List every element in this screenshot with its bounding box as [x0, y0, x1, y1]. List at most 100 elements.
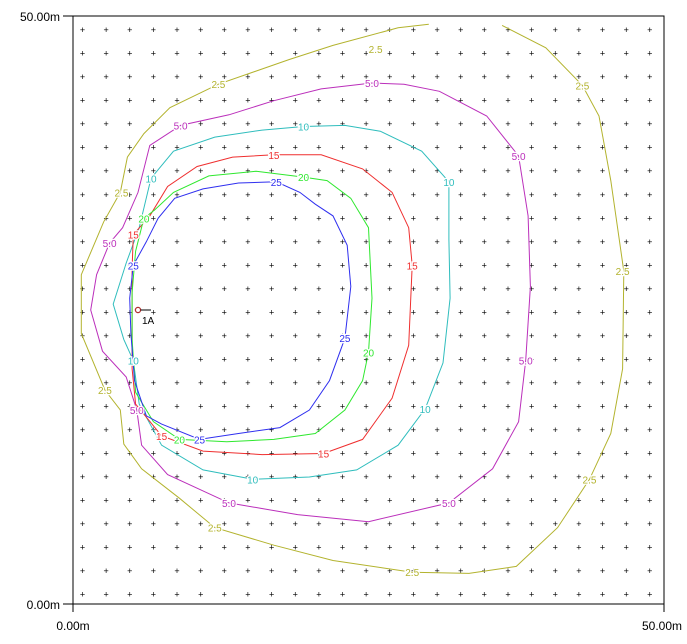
grid-mark: + — [198, 354, 203, 364]
grid-mark: + — [600, 72, 605, 82]
grid-mark: + — [505, 354, 510, 364]
grid-mark: + — [103, 496, 108, 506]
contour-lines — [80, 23, 625, 574]
grid-mark: + — [553, 401, 558, 411]
grid-mark: + — [434, 260, 439, 270]
contour-line-25 — [129, 181, 352, 440]
contour-line-10 — [112, 124, 451, 480]
grid-mark: + — [151, 590, 156, 600]
grid-mark: + — [624, 354, 629, 364]
grid-mark: + — [269, 496, 274, 506]
grid-mark: + — [529, 449, 534, 459]
grid-mark: + — [482, 166, 487, 176]
grid-mark: + — [600, 166, 605, 176]
contour-label-10: 10 — [145, 174, 157, 185]
grid-mark: + — [80, 213, 85, 223]
grid-mark: + — [600, 237, 605, 247]
x-axis-label-left: 0.00m — [56, 619, 89, 633]
grid-mark: + — [269, 519, 274, 529]
grid-mark: + — [624, 72, 629, 82]
grid-mark: + — [647, 72, 652, 82]
grid-mark: + — [340, 543, 345, 553]
grid-mark: + — [340, 213, 345, 223]
grid-mark: + — [434, 237, 439, 247]
contour-label-2.5: 2.5 — [208, 524, 222, 535]
grid-mark: + — [458, 307, 463, 317]
contour-label-10: 10 — [298, 123, 310, 134]
grid-mark: + — [127, 425, 132, 435]
grid-mark: + — [340, 496, 345, 506]
grid-mark: + — [624, 213, 629, 223]
grid-mark: + — [458, 354, 463, 364]
grid-mark: + — [151, 72, 156, 82]
grid-mark: + — [505, 472, 510, 482]
grid-mark: + — [151, 354, 156, 364]
grid-mark: + — [411, 590, 416, 600]
grid-mark: + — [174, 307, 179, 317]
grid-mark: + — [553, 237, 558, 247]
grid-mark: + — [198, 401, 203, 411]
grid-mark: + — [624, 425, 629, 435]
grid-mark: + — [482, 354, 487, 364]
grid-mark: + — [624, 331, 629, 341]
grid-mark: + — [269, 472, 274, 482]
grid-mark: + — [80, 49, 85, 59]
grid-mark: + — [576, 166, 581, 176]
grid-mark: + — [174, 566, 179, 576]
grid-mark: + — [293, 449, 298, 459]
grid-mark: + — [387, 237, 392, 247]
grid-mark: + — [505, 449, 510, 459]
grid-mark: + — [269, 566, 274, 576]
grid-mark: + — [576, 25, 581, 35]
grid-mark: + — [576, 96, 581, 106]
contour-label-2.5: 2.5 — [115, 188, 129, 199]
grid-mark: + — [529, 472, 534, 482]
grid-mark: + — [624, 566, 629, 576]
grid-mark: + — [245, 590, 250, 600]
grid-mark: + — [647, 307, 652, 317]
grid-mark: + — [103, 49, 108, 59]
grid-mark: + — [174, 213, 179, 223]
grid-mark: + — [482, 378, 487, 388]
grid-mark: + — [151, 190, 156, 200]
grid-mark: + — [600, 378, 605, 388]
grid-mark: + — [553, 96, 558, 106]
grid-mark: + — [103, 590, 108, 600]
grid-mark: + — [245, 543, 250, 553]
grid-mark: + — [198, 566, 203, 576]
grid-mark: + — [387, 96, 392, 106]
grid-mark: + — [505, 119, 510, 129]
grid-mark: + — [127, 472, 132, 482]
grid-mark: + — [482, 590, 487, 600]
grid-mark: + — [222, 143, 227, 153]
grid-mark: + — [198, 72, 203, 82]
grid-mark: + — [103, 472, 108, 482]
grid-mark: + — [198, 590, 203, 600]
grid-mark: + — [127, 237, 132, 247]
grid-mark: + — [647, 472, 652, 482]
grid-mark: + — [647, 425, 652, 435]
grid-mark: + — [174, 496, 179, 506]
grid-mark: + — [245, 143, 250, 153]
grid-mark: + — [529, 96, 534, 106]
grid-mark: + — [600, 284, 605, 294]
grid-mark: + — [293, 25, 298, 35]
grid-mark: + — [505, 284, 510, 294]
grid-mark: + — [387, 213, 392, 223]
grid-mark: + — [316, 566, 321, 576]
grid-mark: + — [553, 143, 558, 153]
grid-mark: + — [103, 96, 108, 106]
contour-label-2.5: 2.5 — [211, 80, 225, 91]
grid-mark: + — [269, 425, 274, 435]
grid-mark: + — [647, 590, 652, 600]
grid-mark: + — [576, 237, 581, 247]
grid-mark: + — [553, 378, 558, 388]
grid-mark: + — [151, 25, 156, 35]
grid-mark: + — [174, 72, 179, 82]
grid-mark: + — [458, 543, 463, 553]
grid-mark: + — [245, 237, 250, 247]
grid-mark: + — [245, 72, 250, 82]
grid-mark: + — [293, 354, 298, 364]
grid-mark: + — [576, 543, 581, 553]
grid-mark: + — [458, 449, 463, 459]
